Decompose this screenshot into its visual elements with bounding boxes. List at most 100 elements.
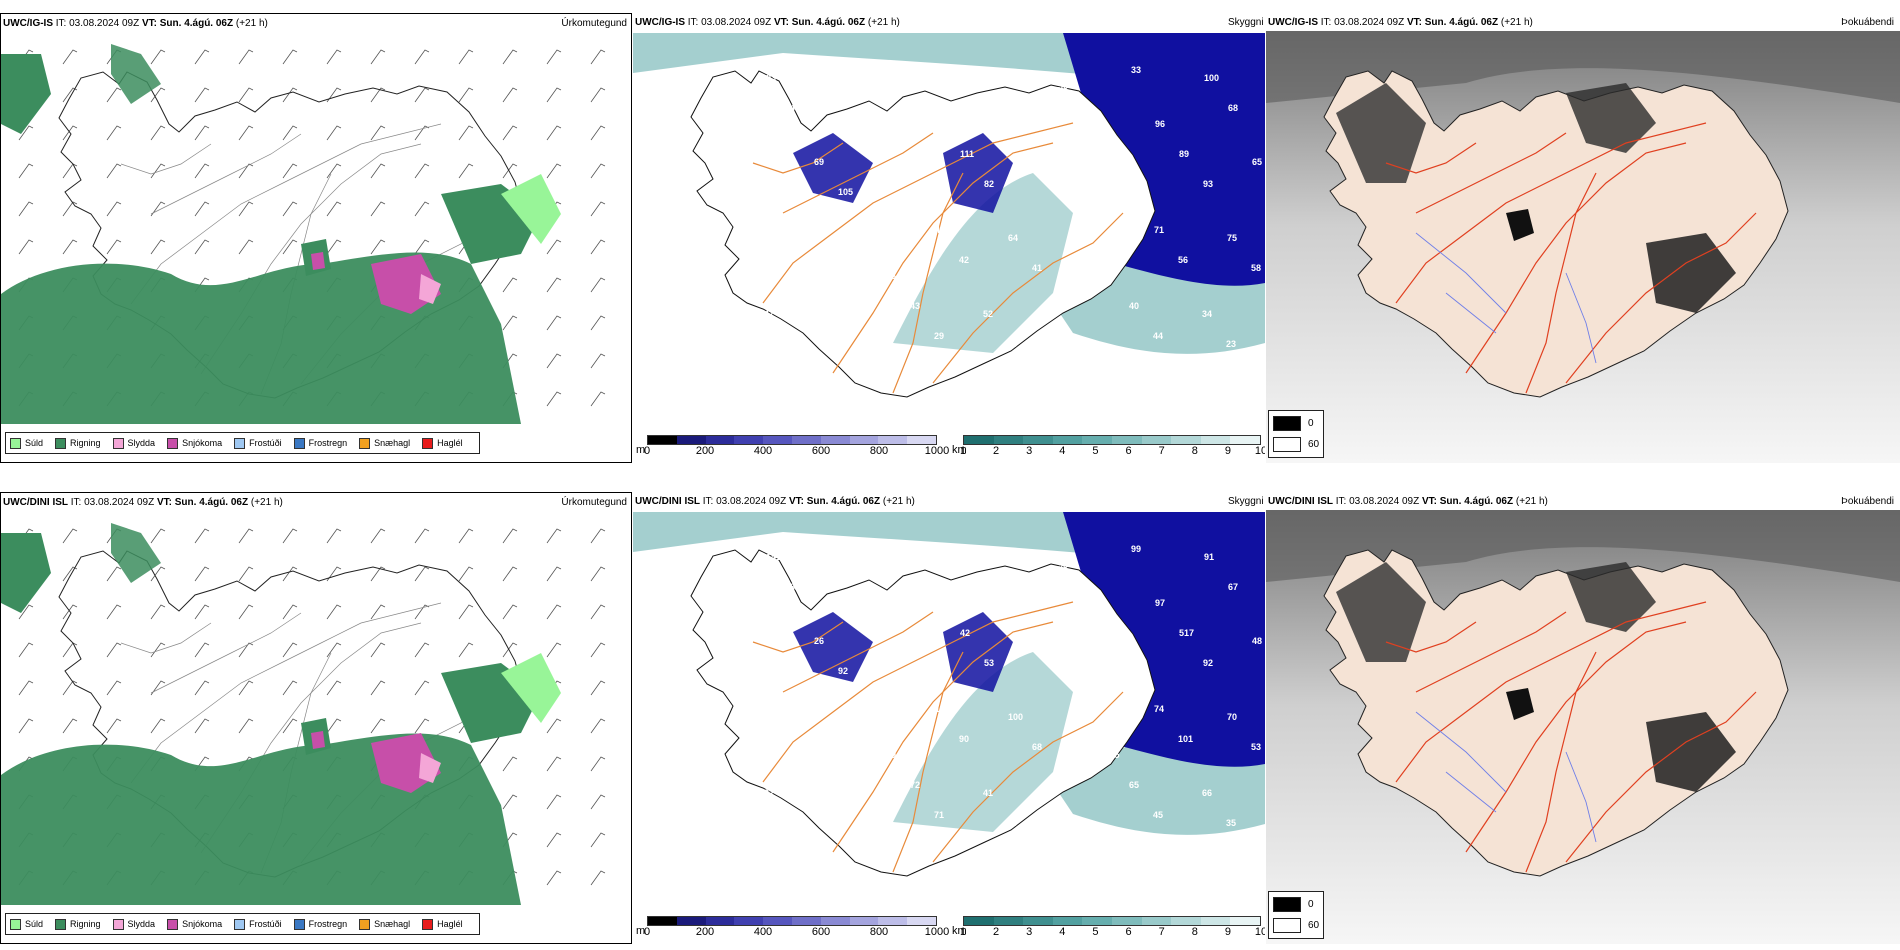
colorbar-ticks: 1 2 3 4 5 6 7 8 9 10 (960, 445, 1265, 457)
visibility-value-label: 65 (1252, 157, 1262, 167)
colorbar-tick-label: 7 (1158, 926, 1165, 938)
visibility-value-label: 84 (739, 385, 749, 395)
visibility-value-label: 147 (1033, 157, 1048, 167)
visibility-value-label: 947 (985, 552, 1000, 562)
colorbar-tick-label: 0 (643, 926, 651, 938)
colorbar-unit: m (636, 925, 646, 937)
visibility-value-label: 54 (740, 255, 750, 265)
visibility-value-label: 80 (863, 590, 873, 600)
visibility-value-label: 23 (1226, 339, 1236, 349)
panel-header: UWC/DINI ISL IT: 03.08.2024 09Z VT: Sun.… (3, 497, 283, 508)
legend-label: Snjókoma (182, 919, 223, 929)
visibility-value-label: 109 (1080, 347, 1095, 357)
offset: (+21 h) (882, 496, 915, 507)
panel-header: UWC/DINI ISL IT: 03.08.2024 09Z VT: Sun.… (1268, 496, 1548, 507)
visibility-value-label: 97 (1155, 598, 1165, 608)
visibility-value-label: 75 (1227, 233, 1237, 243)
visibility-value-label: 66 (1057, 187, 1067, 197)
visibility-value-label: 221 (693, 544, 708, 554)
cloud-panel-top: UWC/IG-IS IT: 03.08.2024 09Z VT: Sun. 4.… (633, 13, 1265, 463)
colorbar-tick-label: 5 (1092, 445, 1099, 457)
colorbar-tick-label: 600 (811, 926, 831, 938)
colorbar-tick-label: 400 (753, 926, 773, 938)
elevation-colorbar: 0 200 400 600 800 1000 m (636, 435, 949, 457)
legend-label: Frostregn (308, 919, 348, 929)
visibility-value-label: 57 (715, 810, 725, 820)
colorbar-segment (1023, 917, 1053, 925)
visibility-value-label: 77 (693, 65, 703, 75)
colorbar-tick-label: 0 (643, 445, 651, 457)
colorbar-tick-label: 1000 (924, 445, 950, 457)
visibility-value-label: 43 (910, 301, 920, 311)
legend-label: Rigning (70, 438, 101, 448)
legend-item: Súld (10, 918, 43, 930)
colorbar-segments (963, 435, 1261, 445)
legend-swatch (359, 437, 371, 449)
colorbar-tick-label: 10 (1254, 445, 1265, 457)
visibility-value-label: 91 (1204, 552, 1214, 562)
visibility-value-label: 72 (910, 780, 920, 790)
colorbar-tick-label: 4 (1059, 445, 1066, 457)
legend-swatch (55, 437, 67, 449)
visibility-value-label: 41 (1032, 263, 1042, 273)
colorbar-segment (993, 917, 1024, 925)
visibility-value-label: 29 (934, 331, 944, 341)
legend-swatch (112, 437, 124, 449)
visibility-value-label: 68 (1032, 742, 1042, 752)
it-label: IT: (55, 18, 67, 29)
colorbar-segments (963, 916, 1261, 926)
fog-legend-swatch (1273, 897, 1301, 912)
legend-swatch (167, 437, 179, 449)
legend-label: Rigning (70, 919, 101, 929)
legend-item: Snjókoma (167, 437, 222, 449)
visibility-value-label: 54 (1177, 864, 1187, 874)
legend-item: Slydda (112, 437, 155, 449)
colorbar-tick-label: 6 (1125, 445, 1132, 457)
colorbar-ticks: 1 2 3 4 5 6 7 8 9 10 (960, 926, 1265, 938)
visibility-value-label: 43 (813, 263, 823, 273)
visibility-colorbar: 1 2 3 4 5 6 7 8 9 10 km (952, 916, 1265, 938)
visibility-value-label: 25 (861, 347, 871, 357)
colorbar-tick-label: 6 (1125, 926, 1132, 938)
colorbar-segment (1171, 917, 1201, 925)
visibility-value-label: 96 (1155, 119, 1165, 129)
colorbar-segment (1171, 436, 1201, 444)
legend-swatch (10, 437, 21, 449)
field-name: Skyggni (1228, 496, 1264, 507)
fog-legend-row: 60 (1273, 918, 1319, 933)
visibility-value-label: 79 (1081, 696, 1091, 706)
legend-label: Frostúði (249, 919, 282, 929)
visibility-value-label: 33 (741, 628, 751, 638)
colorbar-tick-label: 3 (1026, 445, 1033, 457)
visibility-value-label: 42 (959, 255, 969, 265)
legend-swatch (55, 918, 67, 930)
legend-item: Frostúði (234, 437, 282, 449)
visibility-value-label: 89 (1179, 149, 1189, 159)
visibility-value-label: 100 (1204, 73, 1219, 83)
fog-map (1266, 31, 1900, 463)
visibility-value-label: 92 (838, 666, 848, 676)
vt-label: VT: (156, 497, 172, 508)
vt-value: Sun. 4.ágú. 06Z (174, 497, 249, 508)
colorbar-segment (907, 436, 936, 444)
it-label: IT: (1320, 17, 1332, 28)
colorbar-segment (734, 917, 764, 925)
colorbar-segment (791, 436, 821, 444)
visibility-value-label: 95 (1058, 560, 1068, 570)
visibility-value-label: 115 (717, 598, 732, 608)
visibility-value-label: 100 (1008, 712, 1023, 722)
legend-label: Slydda (127, 919, 156, 929)
field-name: Úrkomutegund (561, 497, 627, 508)
legend-swatch (112, 918, 124, 930)
visibility-value-label: 59 (1250, 369, 1260, 379)
it-value: 03.08.2024 09Z (1334, 17, 1405, 28)
visibility-value-label: 108 (1056, 293, 1071, 303)
visibility-value-label: 37 (1080, 826, 1090, 836)
colorbar-segment (1230, 917, 1260, 925)
vt-label: VT: (1406, 17, 1422, 28)
colorbar-segment (1111, 436, 1142, 444)
colorbar-segment (1082, 917, 1112, 925)
model-name: UWC/DINI ISL (3, 497, 68, 508)
colorbar-segment (705, 436, 735, 444)
colorbar-segments (647, 916, 937, 926)
